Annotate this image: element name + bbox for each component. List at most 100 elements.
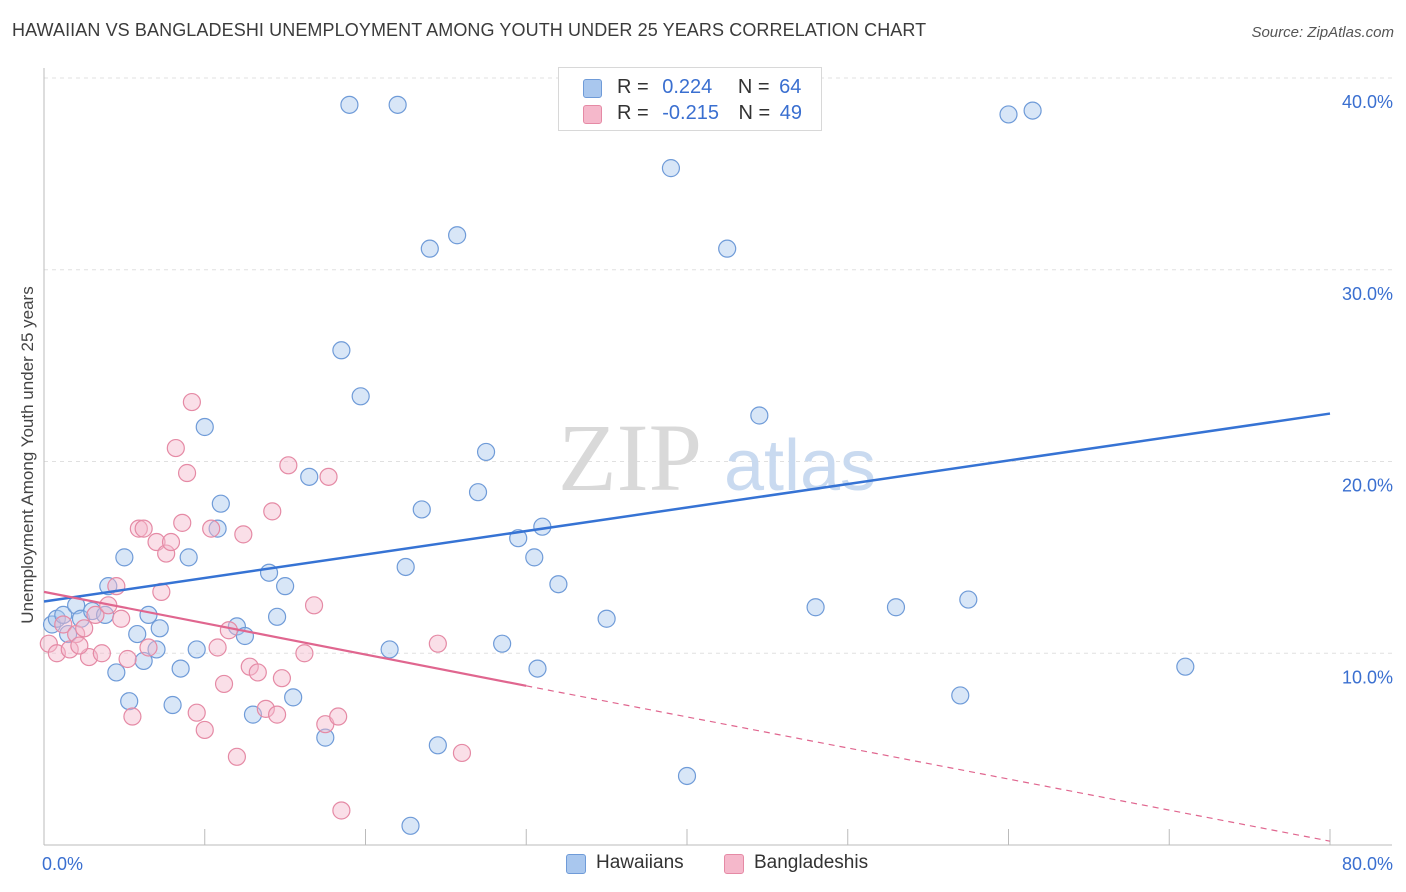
point-bangladeshis: [227, 747, 246, 766]
correlation-stats-box: R = 0.224 N = 64 R = -0.215 N = 49: [558, 67, 822, 131]
point-hawaiians: [412, 500, 431, 519]
point-bangladeshis: [123, 707, 142, 726]
point-bangladeshis: [332, 801, 351, 820]
y-tick-label: 10.0%: [1342, 667, 1393, 687]
point-hawaiians: [380, 640, 399, 659]
point-bangladeshis: [234, 525, 253, 544]
r-label: R =: [617, 76, 649, 98]
point-hawaiians: [677, 766, 697, 786]
n-value: 64: [779, 76, 802, 98]
point-hawaiians: [951, 686, 970, 705]
y-axis-label: Unemployment Among Youth under 25 years: [18, 286, 37, 624]
point-hawaiians: [476, 442, 496, 462]
point-hawaiians: [332, 341, 351, 360]
point-hawaiians: [276, 577, 295, 596]
axes: [43, 68, 1392, 846]
y-tick-label: 40.0%: [1342, 92, 1393, 112]
point-bangladeshis: [60, 640, 79, 659]
chart-title: HAWAIIAN VS BANGLADESHI UNEMPLOYMENT AMO…: [12, 20, 927, 40]
source-label: Source: ZipAtlas.com: [1251, 24, 1394, 41]
stats-swatch-bangladeshis: [583, 105, 602, 124]
point-hawaiians: [401, 816, 420, 835]
point-bangladeshis: [219, 621, 238, 640]
point-hawaiians: [351, 387, 370, 406]
point-hawaiians: [1023, 101, 1042, 120]
point-bangladeshis: [195, 720, 214, 740]
point-hawaiians: [316, 728, 335, 747]
point-bangladeshis: [295, 644, 314, 663]
point-hawaiians: [267, 607, 287, 626]
grid: [44, 77, 1392, 654]
point-hawaiians: [120, 692, 139, 711]
point-bangladeshis: [161, 532, 181, 552]
point-hawaiians: [187, 640, 206, 659]
data-points: [39, 95, 1195, 835]
point-hawaiians: [493, 634, 512, 653]
n-label: N =: [737, 76, 770, 98]
point-hawaiians: [468, 483, 488, 502]
point-bangladeshis: [54, 615, 73, 634]
point-bangladeshis: [129, 519, 148, 538]
trend-lines: [43, 412, 1331, 842]
trendline-bangladeshis-extrapolated: [526, 685, 1331, 842]
point-bangladeshis: [177, 463, 197, 483]
watermark-atlas: atlas: [724, 426, 876, 506]
point-hawaiians: [428, 736, 447, 755]
point-bangladeshis: [92, 644, 111, 663]
point-bangladeshis: [173, 513, 192, 532]
point-bangladeshis: [112, 609, 131, 628]
point-bangladeshis: [202, 519, 221, 538]
point-bangladeshis: [263, 502, 282, 521]
y-tick-label: 20.0%: [1342, 476, 1393, 496]
point-hawaiians: [597, 609, 616, 628]
point-bangladeshis: [182, 392, 201, 412]
point-hawaiians: [179, 548, 198, 567]
point-hawaiians: [300, 467, 319, 486]
point-hawaiians: [54, 605, 73, 625]
x-tick-label: 0.0%: [42, 854, 83, 874]
legend-swatch-hawaiians: [566, 854, 586, 874]
legend: Hawaiians Bangladeshis: [0, 852, 1406, 878]
point-hawaiians: [448, 226, 467, 245]
point-hawaiians: [208, 519, 227, 538]
point-hawaiians: [211, 494, 230, 513]
point-bangladeshis: [256, 699, 275, 718]
point-hawaiians: [396, 557, 415, 577]
point-hawaiians: [528, 659, 547, 678]
point-hawaiians: [163, 695, 182, 715]
r-value: 0.224: [662, 76, 713, 98]
legend-label: Bangladeshis: [754, 852, 869, 873]
point-bangladeshis: [139, 638, 158, 657]
point-hawaiians: [340, 95, 359, 114]
point-hawaiians: [525, 548, 544, 567]
point-hawaiians: [549, 575, 568, 594]
point-bangladeshis: [214, 674, 234, 694]
point-hawaiians: [959, 590, 978, 609]
point-bangladeshis: [208, 638, 227, 657]
point-bangladeshis: [279, 456, 298, 475]
point-bangladeshis: [452, 743, 472, 763]
point-hawaiians: [661, 159, 681, 178]
point-hawaiians: [171, 659, 190, 678]
point-bangladeshis: [70, 636, 89, 655]
point-bangladeshis: [187, 703, 206, 722]
point-hawaiians: [284, 688, 303, 707]
watermark-zip: ZIP: [558, 404, 702, 511]
point-hawaiians: [107, 663, 126, 682]
point-bangladeshis: [134, 519, 153, 538]
point-hawaiians: [115, 548, 134, 567]
watermark: ZIP atlas: [558, 404, 876, 511]
point-bangladeshis: [248, 663, 267, 682]
n-label: N =: [738, 102, 771, 124]
point-bangladeshis: [86, 605, 105, 625]
point-hawaiians: [1176, 657, 1195, 676]
point-hawaiians: [999, 105, 1018, 124]
n-value: 49: [779, 102, 803, 124]
point-hawaiians: [150, 619, 169, 638]
legend-label: Hawaiians: [596, 852, 684, 873]
point-bangladeshis: [75, 619, 94, 638]
point-hawaiians: [420, 239, 439, 258]
point-bangladeshis: [157, 544, 176, 563]
point-bangladeshis: [304, 596, 324, 615]
point-hawaiians: [718, 239, 737, 258]
